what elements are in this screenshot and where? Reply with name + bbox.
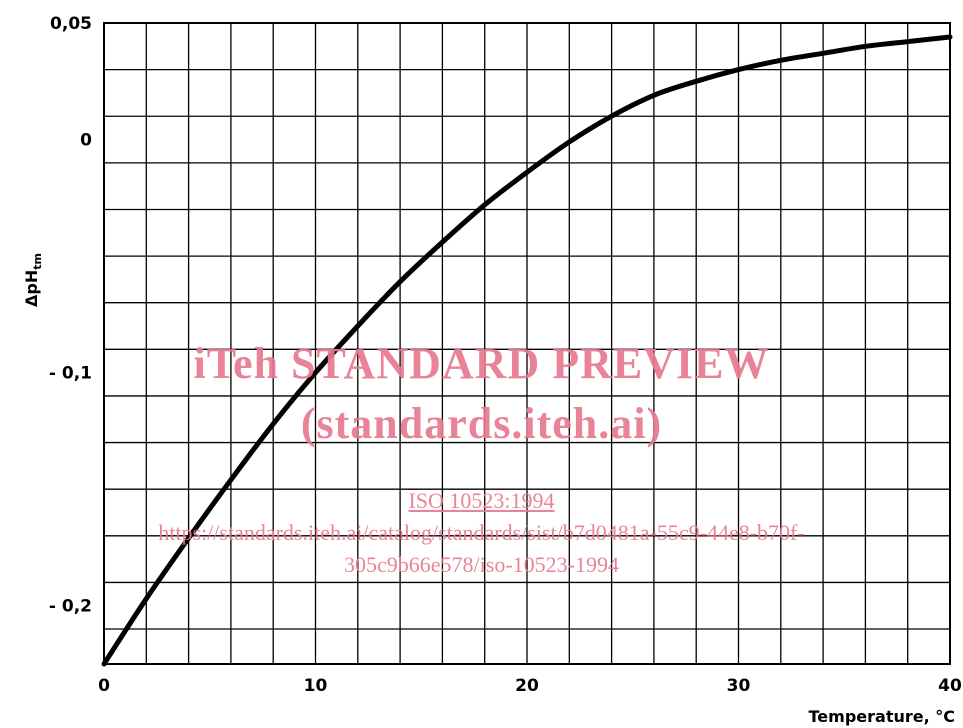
x-tick-label: 0 xyxy=(98,676,110,696)
y-tick-label: 0,05 xyxy=(50,14,92,34)
x-tick-label: 10 xyxy=(304,676,328,696)
y-axis-ticks: 0,05 0 - 0,1 - 0,2 xyxy=(49,14,92,617)
grid xyxy=(103,22,951,664)
y-tick-label: - 0,1 xyxy=(49,364,92,384)
series-line xyxy=(101,34,953,667)
watermark-url-line-2: 305c9b66e578/iso-10523-1994 xyxy=(344,552,619,577)
y-tick-label: 0 xyxy=(80,131,92,151)
x-tick-label: 30 xyxy=(727,676,751,696)
watermark-title: iTeh STANDARD PREVIEW xyxy=(193,339,770,388)
y-axis-label: ΔpHtm xyxy=(22,253,44,307)
x-tick-label: 20 xyxy=(515,676,539,696)
x-axis-ticks: 0 10 20 30 40 xyxy=(98,676,962,696)
watermark-subtitle: (standards.iteh.ai) xyxy=(300,399,663,448)
plot-frame xyxy=(103,22,951,665)
x-axis-label: Temperature, °C xyxy=(809,707,955,726)
y-tick-label: - 0,2 xyxy=(49,597,92,617)
x-tick-label: 40 xyxy=(938,676,962,696)
watermark-iso-link[interactable]: ISO 10523:1994 xyxy=(408,488,555,513)
watermark-url-line-1: https://standards.iteh.ai/catalog/standa… xyxy=(158,520,805,545)
